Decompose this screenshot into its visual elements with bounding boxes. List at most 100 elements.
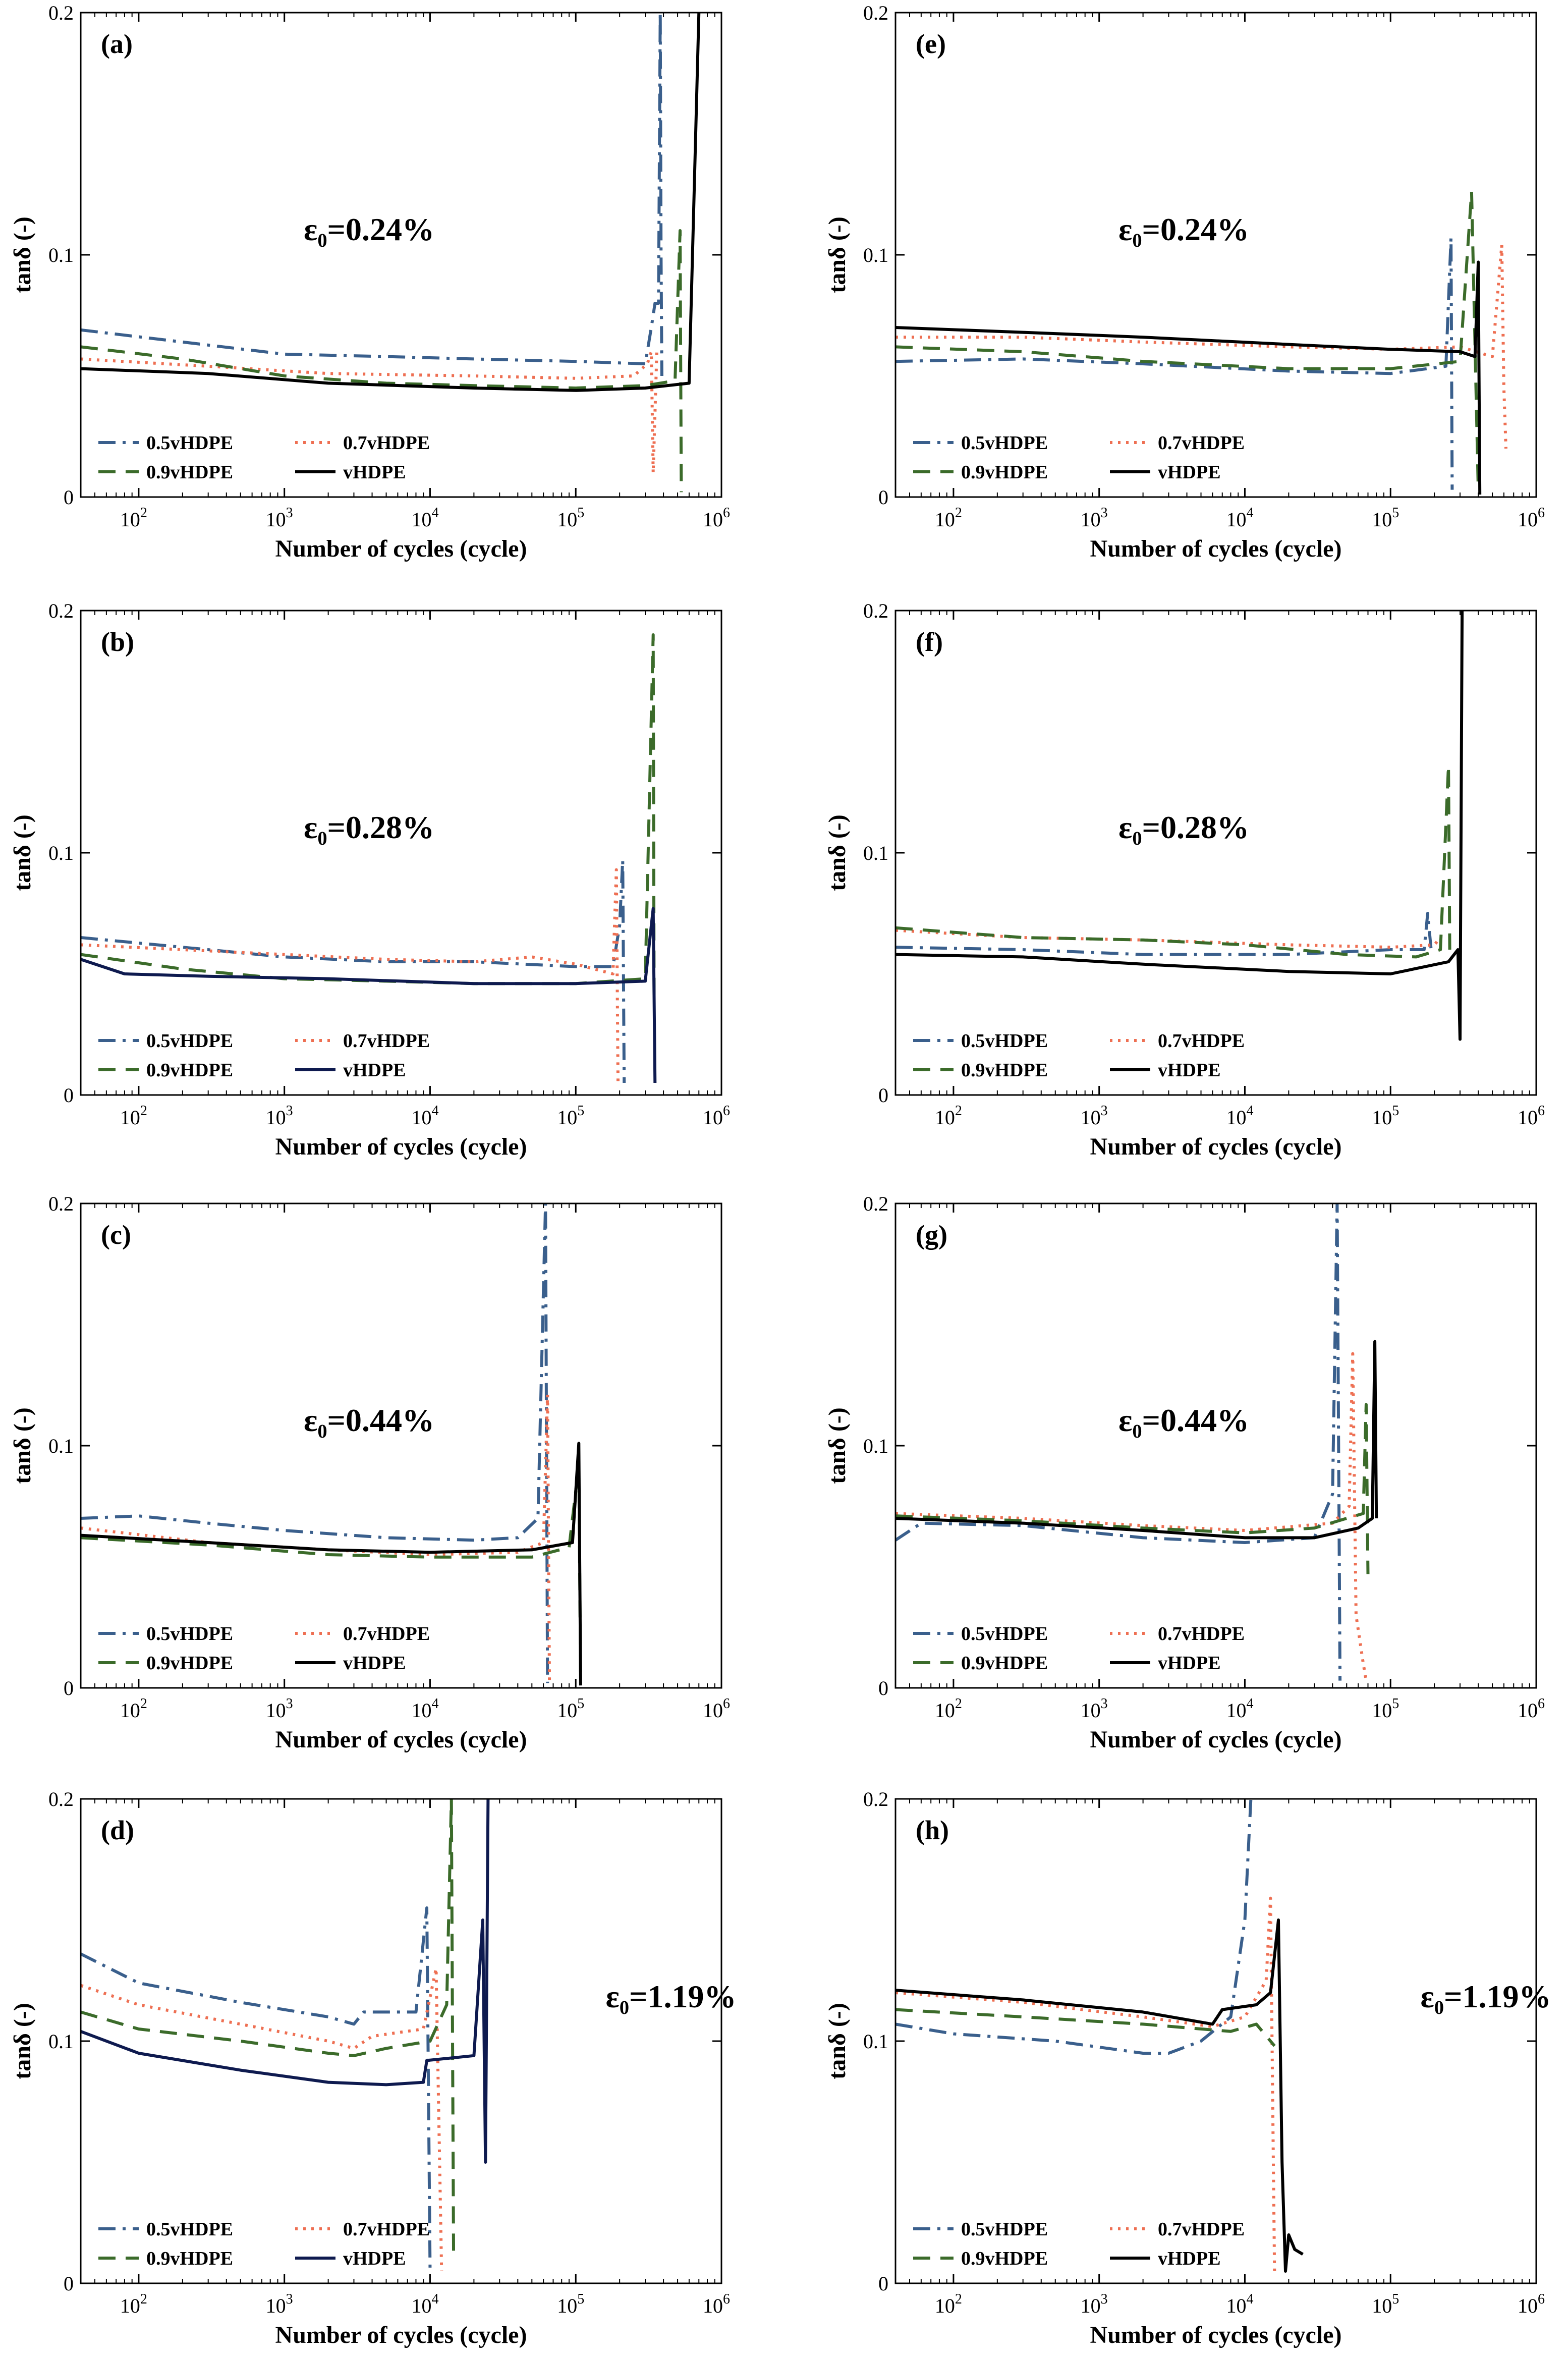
plot-frame [894, 12, 1537, 498]
legend-label-0.9vHDPE: 0.9vHDPE [146, 462, 233, 483]
series-line-0.7vHDPE [895, 1352, 1368, 1681]
series-line-vHDPE [81, 13, 701, 392]
y-tick-label: 0.2 [48, 1788, 74, 1811]
strain-annotation: ε₀=0.24% [304, 211, 434, 247]
plot-frame [80, 12, 722, 498]
panel-label: (e) [916, 29, 946, 59]
series-line-0.5vHDPE [81, 858, 626, 1083]
x-tick-label: 103 [1081, 2291, 1108, 2317]
strain-annotation: ε₀=0.44% [304, 1402, 434, 1438]
y-axis-label: tanδ (-) [9, 814, 36, 891]
y-tick-label: 0.2 [48, 1192, 74, 1215]
plot-frame [80, 610, 722, 1096]
y-tick-label: 0.1 [863, 1435, 888, 1457]
series-line-vHDPE [895, 1918, 1304, 2273]
legend-label-vHDPE: vHDPE [343, 1060, 406, 1081]
chart-panel-c: 0 0.1 0.2 102 103 104 105 106 Number of cycles (… [9, 1192, 730, 1753]
legend-label-0.9vHDPE: 0.9vHDPE [961, 2248, 1048, 2269]
series-line-vHDPE [895, 1340, 1378, 1540]
legend-label-0.5vHDPE: 0.5vHDPE [146, 1623, 233, 1644]
series-line-0.9vHDPE [81, 229, 683, 492]
x-tick-label: 104 [1226, 505, 1253, 531]
chart-panel-g: 0 0.1 0.2 102 103 104 105 106 Number of cycles (… [824, 1192, 1545, 1753]
x-tick-label: 102 [935, 2291, 962, 2317]
y-tick-label: 0.1 [48, 2030, 74, 2053]
y-tick-label: 0 [878, 486, 888, 509]
x-tick-label: 102 [120, 1103, 147, 1129]
y-tick-label: 0.2 [48, 599, 74, 622]
series-line-0.5vHDPE [895, 236, 1454, 490]
legend-label-0.5vHDPE: 0.5vHDPE [961, 1030, 1048, 1052]
x-tick-label: 105 [557, 1696, 584, 1722]
legend-label-0.7vHDPE: 0.7vHDPE [343, 2219, 430, 2240]
plot-frame [894, 1798, 1537, 2284]
x-axis-label: Number of cycles (cycle) [275, 2322, 527, 2348]
x-tick-label: 104 [411, 505, 438, 531]
legend-label-vHDPE: vHDPE [343, 1653, 406, 1674]
y-tick-label: 0 [64, 2272, 74, 2295]
series-line-0.5vHDPE [81, 1906, 432, 2272]
panel-label: (f) [916, 627, 943, 657]
y-tick-label: 0.2 [863, 1788, 888, 1811]
panel-label: (h) [916, 1815, 949, 1845]
x-tick-label: 102 [935, 1696, 962, 1722]
x-tick-label: 105 [557, 2291, 584, 2317]
series-line-0.9vHDPE [895, 2008, 1276, 2047]
x-axis-label: Number of cycles (cycle) [275, 1726, 527, 1753]
legend-label-0.7vHDPE: 0.7vHDPE [1158, 1030, 1245, 1052]
legend-label-0.9vHDPE: 0.9vHDPE [146, 1060, 233, 1081]
x-tick-label: 106 [1518, 1696, 1545, 1722]
series-line-vHDPE [81, 1442, 582, 1686]
series-line-0.9vHDPE [81, 1799, 456, 2260]
x-axis-label: Number of cycles (cycle) [1090, 2322, 1342, 2348]
x-tick-label: 106 [703, 1696, 730, 1722]
series-line-vHDPE [81, 907, 657, 1083]
x-tick-label: 106 [1518, 505, 1545, 531]
strain-annotation: ε₀=1.19% [1421, 1979, 1551, 2014]
legend-label-0.5vHDPE: 0.5vHDPE [146, 1030, 233, 1052]
x-tick-label: 104 [1226, 1103, 1253, 1129]
plot-frame [894, 1202, 1537, 1689]
x-tick-label: 103 [1081, 505, 1108, 531]
series-line-vHDPE [895, 611, 1464, 1041]
legend-label-0.7vHDPE: 0.7vHDPE [343, 1030, 430, 1052]
x-tick-label: 103 [266, 1696, 293, 1722]
series-line-vHDPE [895, 260, 1482, 495]
x-tick-label: 102 [935, 1103, 962, 1129]
chart-panel-f: 0 0.1 0.2 102 103 104 105 106 Number of cycles (… [824, 599, 1545, 1160]
y-tick-label: 0.2 [863, 599, 888, 622]
y-axis-label: tanδ (-) [9, 1407, 36, 1484]
legend-label-0.9vHDPE: 0.9vHDPE [146, 2248, 233, 2269]
series-line-0.7vHDPE [81, 350, 658, 474]
y-tick-label: 0.2 [48, 2, 74, 24]
panel-label: (g) [916, 1220, 947, 1250]
x-axis-label: Number of cycles (cycle) [275, 1133, 527, 1160]
y-tick-label: 0.1 [863, 2030, 888, 2053]
x-tick-label: 105 [1372, 1696, 1399, 1722]
x-tick-label: 104 [411, 2291, 438, 2317]
panel-label: (c) [101, 1220, 131, 1250]
panel-label: (d) [101, 1815, 134, 1845]
x-tick-label: 103 [266, 1103, 293, 1129]
legend-label-0.9vHDPE: 0.9vHDPE [961, 1653, 1048, 1674]
y-tick-label: 0.1 [863, 842, 888, 864]
series-line-0.5vHDPE [895, 1203, 1342, 1681]
x-tick-label: 106 [703, 505, 730, 531]
y-tick-label: 0 [878, 2272, 888, 2295]
strain-annotation: ε₀=0.44% [1118, 1402, 1249, 1438]
legend-label-0.7vHDPE: 0.7vHDPE [1158, 432, 1245, 454]
legend-label-0.5vHDPE: 0.5vHDPE [961, 1623, 1048, 1644]
panel-label: (b) [101, 627, 134, 657]
series-line-0.5vHDPE [81, 1203, 549, 1683]
y-tick-label: 0 [878, 1677, 888, 1699]
legend-label-vHDPE: vHDPE [1158, 1653, 1221, 1674]
legend-label-0.7vHDPE: 0.7vHDPE [343, 1623, 430, 1644]
y-tick-label: 0 [878, 1084, 888, 1107]
y-axis-label: tanδ (-) [824, 216, 851, 293]
strain-annotation: ε₀=1.19% [606, 1979, 737, 2014]
x-tick-label: 106 [1518, 2291, 1545, 2317]
y-axis-label: tanδ (-) [824, 2003, 851, 2079]
legend-label-0.7vHDPE: 0.7vHDPE [1158, 2219, 1245, 2240]
y-tick-label: 0.1 [48, 1435, 74, 1457]
